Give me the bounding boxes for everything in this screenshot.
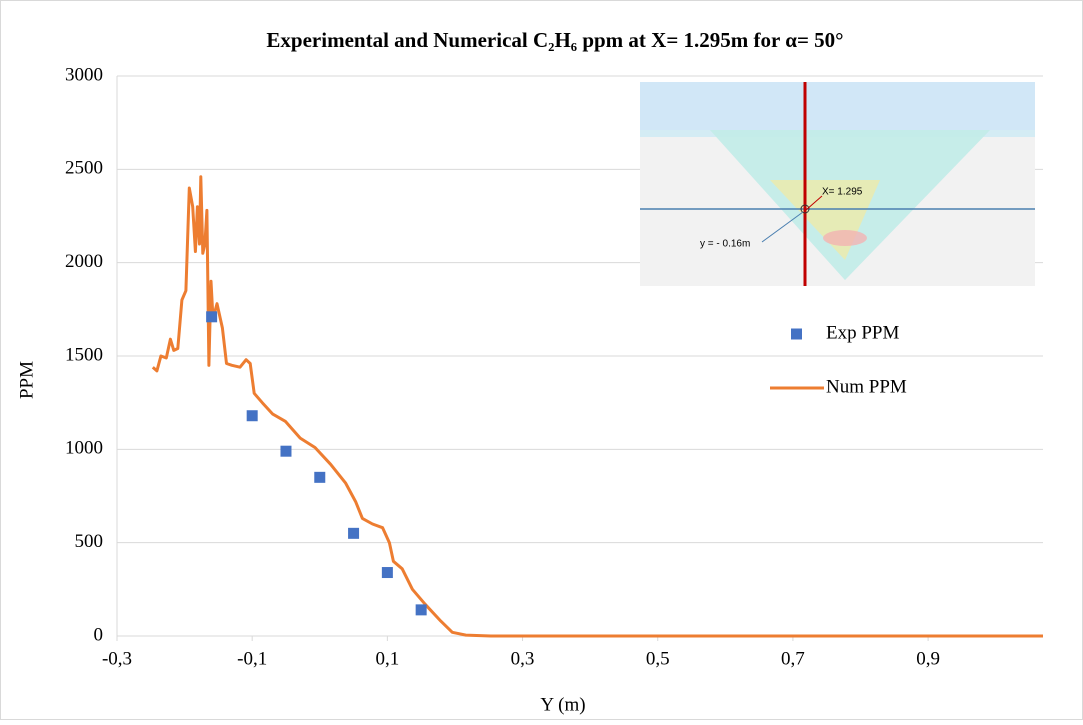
x-tick-label: 0,5: [646, 648, 670, 669]
inset-pointer: [805, 195, 823, 211]
data-point: [314, 471, 326, 483]
y-tick-label: 1000: [65, 438, 103, 459]
x-tick-label: 0,1: [375, 648, 399, 669]
legend-label: Exp PPM: [826, 322, 899, 343]
inset-point: [800, 204, 810, 214]
data-point: [280, 445, 292, 457]
legend-marker: [791, 328, 802, 340]
y-tick-label: 0: [94, 624, 104, 645]
data-point: [246, 410, 258, 422]
y-axis-title: PPM: [16, 361, 37, 399]
data-line: [151, 175, 1043, 638]
inset-hot: [823, 230, 867, 246]
x-tick-label: -0,1: [237, 648, 267, 669]
y-tick-label: 500: [75, 531, 104, 552]
x-tick-label: 0,9: [916, 648, 940, 669]
inset-label: y = - 0.16m: [700, 239, 750, 250]
y-tick-label: 3000: [65, 64, 103, 85]
x-tick-label: -0,3: [102, 648, 132, 669]
inset-label: X= 1.295: [822, 187, 863, 198]
data-point: [415, 604, 427, 616]
legend-label: Num PPM: [826, 376, 907, 397]
y-tick-label: 2000: [65, 251, 103, 272]
inset-pointer: [761, 211, 804, 243]
inset-image: X= 1.295 y = - 0.16m: [640, 82, 1035, 286]
chart-title: Experimental and Numerical C₂H₆ ppm at X…: [266, 28, 843, 52]
x-tick-label: 0,7: [781, 648, 805, 669]
y-tick-label: 2500: [65, 158, 103, 179]
x-axis-title: Y (m): [540, 694, 585, 715]
data-point: [381, 567, 393, 579]
y-tick-label: 1500: [65, 344, 103, 365]
data-point: [348, 527, 360, 539]
data-point: [206, 311, 218, 323]
x-tick-label: 0,3: [511, 648, 535, 669]
